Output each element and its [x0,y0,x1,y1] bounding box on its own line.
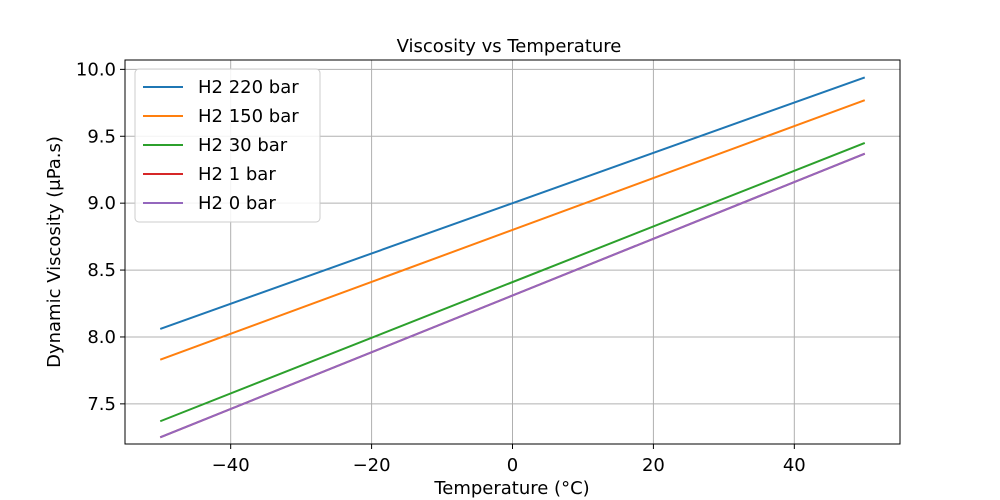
y-tick-label: 10.0 [76,59,116,80]
y-tick-label: 9.5 [87,126,116,147]
y-tick-label: 7.5 [87,394,116,415]
series-line-4 [159,152,866,439]
x-tick-label: 40 [783,455,806,476]
legend-box [134,68,321,223]
series-layer [159,76,866,439]
series-line-0 [159,76,866,330]
y-axis-label: Dynamic Viscosity (μPa.s) [44,136,65,368]
y-axis-ticks: 7.5 8.0 8.5 9.0 9.5 10.0 [76,59,125,415]
x-axis-label: Temperature (°C) [433,478,589,499]
y-tick-label: 8.5 [87,260,116,281]
series-line-2 [159,142,866,423]
x-tick-label: −40 [212,455,250,476]
legend: H2 220 bar H2 150 bar H2 30 bar H2 1 bar H2 … [134,68,321,223]
x-axis-ticks: −40 −20 0 20 40 [212,444,806,476]
chart-title: Viscosity vs Temperature [397,36,622,57]
legend-label: H2 150 bar [198,106,299,127]
legend-label: H2 220 bar [198,77,299,98]
y-tick-label: 9.0 [87,193,116,214]
y-tick-label: 8.0 [87,327,116,348]
x-tick-label: 20 [642,455,665,476]
legend-label: H2 30 bar [198,135,288,156]
x-tick-label: −20 [353,455,391,476]
series-line-1 [159,99,866,361]
legend-label: H2 0 bar [198,193,276,214]
legend-label: H2 1 bar [198,164,276,185]
x-tick-label: 0 [507,455,518,476]
